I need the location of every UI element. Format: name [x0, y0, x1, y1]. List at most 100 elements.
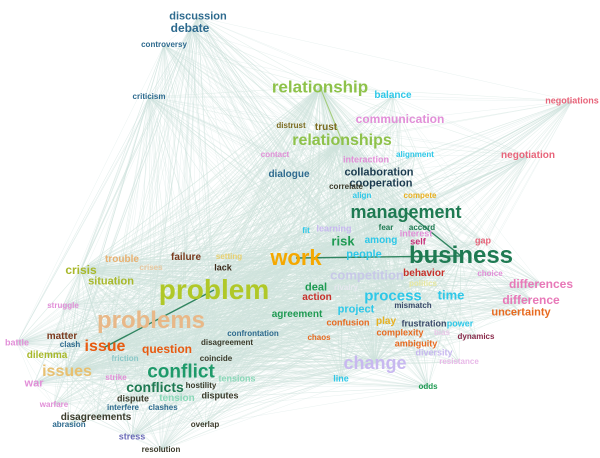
edge	[325, 100, 573, 129]
edge	[62, 305, 133, 438]
edge	[62, 96, 150, 307]
word-relationship: relationship	[271, 77, 369, 97]
edge	[163, 44, 307, 232]
edge	[319, 86, 532, 301]
edge	[197, 16, 357, 311]
word-dynamics: dynamics	[457, 332, 495, 341]
edge	[392, 95, 542, 285]
edge	[33, 333, 254, 385]
edge	[148, 96, 573, 102]
edge	[189, 27, 298, 316]
edge	[115, 371, 182, 379]
edge	[427, 352, 435, 388]
edge	[61, 86, 321, 338]
edge	[16, 211, 407, 344]
edge	[16, 95, 394, 344]
edge	[61, 336, 68, 373]
edge	[62, 305, 443, 334]
edge	[16, 342, 217, 360]
word-action: action	[302, 292, 332, 303]
edge	[236, 240, 344, 380]
edge	[215, 358, 342, 380]
edge	[80, 95, 394, 271]
word-trouble: trouble	[105, 254, 139, 265]
edge	[104, 346, 376, 364]
word-accord: accord	[408, 223, 436, 232]
edge	[197, 16, 394, 97]
edge	[392, 294, 452, 297]
edge	[189, 27, 215, 291]
edge	[80, 259, 123, 271]
edge	[148, 96, 168, 350]
word-self: self	[410, 236, 426, 247]
edge	[176, 386, 429, 400]
edge	[160, 321, 387, 451]
edge	[33, 211, 407, 385]
edge	[53, 240, 344, 406]
edge	[148, 96, 443, 334]
edge	[204, 274, 368, 426]
word-tensions: tensions	[218, 373, 256, 384]
edge	[450, 155, 529, 296]
edge	[189, 27, 344, 242]
word-confusion: confusion	[326, 317, 370, 328]
edge	[325, 127, 532, 301]
edge	[33, 377, 117, 385]
edge	[342, 240, 542, 285]
edge	[355, 283, 542, 311]
edge	[80, 100, 573, 271]
edge	[131, 155, 529, 438]
edge	[340, 211, 407, 380]
edge	[160, 254, 365, 451]
edge	[341, 140, 461, 325]
edge	[110, 211, 407, 283]
edge	[213, 289, 342, 380]
edge	[305, 100, 573, 232]
edge	[33, 294, 452, 385]
edge	[374, 283, 424, 364]
edge	[80, 269, 477, 338]
edge	[200, 385, 429, 388]
edge	[80, 269, 318, 299]
edge	[163, 44, 380, 174]
edge	[392, 295, 522, 314]
edge	[185, 257, 429, 388]
edge	[160, 358, 217, 451]
edge	[441, 100, 573, 334]
edge	[342, 240, 417, 345]
edge	[53, 378, 342, 406]
edge	[482, 155, 529, 242]
edge	[160, 287, 317, 451]
edge	[374, 299, 532, 364]
word-negotiation: negotiation	[501, 150, 555, 161]
edge	[16, 86, 321, 344]
edge	[378, 155, 529, 174]
edge	[197, 16, 298, 316]
edge	[342, 240, 462, 257]
edge	[189, 27, 202, 387]
edge	[185, 27, 191, 259]
edge	[16, 257, 187, 344]
edge	[115, 240, 344, 379]
edge	[131, 96, 150, 438]
edge	[345, 186, 429, 388]
edge	[131, 436, 162, 451]
strong-edge	[405, 211, 462, 257]
edge	[33, 383, 178, 400]
edge	[131, 385, 202, 438]
edge	[176, 299, 532, 400]
word-deal: deal	[304, 281, 328, 294]
word-issues: issues	[42, 363, 92, 380]
edge	[131, 287, 317, 438]
edge	[131, 283, 542, 438]
edge	[341, 140, 425, 325]
edge	[252, 299, 532, 335]
edge	[163, 44, 484, 242]
edge	[423, 273, 429, 388]
edge	[163, 44, 343, 142]
edge	[33, 332, 443, 385]
edge	[197, 16, 347, 188]
word-dialogue: dialogue	[268, 169, 310, 180]
edge	[185, 257, 342, 380]
edge	[66, 371, 70, 426]
